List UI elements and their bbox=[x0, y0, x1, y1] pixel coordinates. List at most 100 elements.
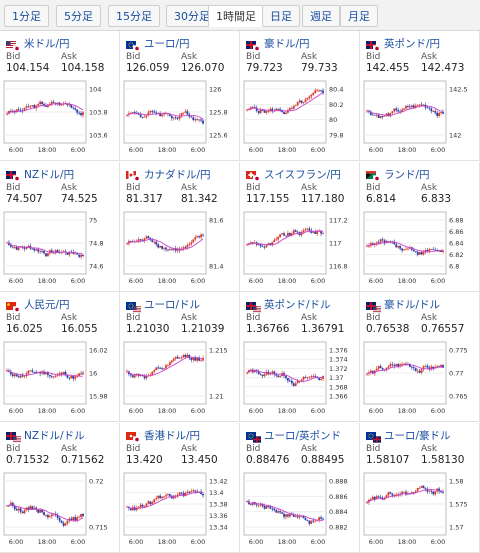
candle-body bbox=[271, 241, 274, 245]
chart-container[interactable]: 0.888 0.886 0.884 0.882 6:00 18:00 6:00 bbox=[240, 469, 360, 551]
chart-container[interactable]: 104 103.8 103.6 6:00 18:00 6:00 bbox=[0, 77, 120, 159]
currency-pair-link[interactable]: ユーロ/英ポンド bbox=[246, 428, 341, 443]
x-tick-label: 6:00 bbox=[9, 538, 24, 546]
currency-pair-link[interactable]: 豪ドル/円 bbox=[246, 36, 310, 52]
candle-body bbox=[393, 241, 396, 244]
tab-timeframe-3[interactable]: 30分足 bbox=[166, 5, 218, 27]
candle-body bbox=[300, 379, 303, 382]
candle-body bbox=[277, 236, 280, 239]
chart-container[interactable]: 1.376 1.374 1.372 1.37 1.368 1.366 6:00 18:00 6:… bbox=[240, 338, 360, 420]
candle-body bbox=[66, 252, 69, 255]
tab-timeframe-2[interactable]: 15分足 bbox=[108, 5, 160, 27]
candle-body bbox=[133, 112, 136, 114]
x-tick-label: 18:00 bbox=[158, 538, 177, 546]
candle-body bbox=[267, 242, 270, 245]
chart-container[interactable]: 75 74.8 74.6 6:00 18:00 6:00 bbox=[0, 208, 120, 290]
ask-label: Ask bbox=[181, 182, 198, 193]
eu-flag-icon bbox=[246, 431, 256, 440]
candle-body bbox=[381, 368, 384, 370]
candle-body bbox=[70, 518, 73, 520]
candle-body bbox=[39, 250, 42, 252]
tab-timeframe-7[interactable]: 月足 bbox=[340, 5, 378, 27]
candle-body bbox=[131, 375, 134, 378]
currency-pair-link[interactable]: 豪ドル/ドル bbox=[366, 297, 440, 313]
chart-container[interactable]: 117.2 117 116.8 6:00 18:00 6:00 bbox=[240, 208, 360, 290]
chart-container[interactable]: 16.02 16 15.98 6:00 18:00 6:00 bbox=[0, 338, 120, 420]
ask-price: 16.055 bbox=[61, 323, 98, 335]
chart-container[interactable]: 13.42 13.4 13.38 13.36 13.34 6:00 18:00 6:00 bbox=[120, 469, 240, 551]
moving-average-line bbox=[6, 103, 84, 115]
currency-pair-link[interactable]: スイスフラン/円 bbox=[246, 167, 341, 182]
candle-body bbox=[389, 491, 392, 494]
candle-body bbox=[19, 508, 22, 512]
candle-body bbox=[426, 488, 429, 492]
tab-timeframe-0[interactable]: 1分足 bbox=[4, 5, 49, 27]
candle-body bbox=[202, 358, 204, 361]
candle-body bbox=[159, 113, 162, 117]
currency-pair-link[interactable]: ユーロ/豪ドル bbox=[366, 428, 451, 443]
bid-label: Bid bbox=[6, 52, 21, 62]
chart-container[interactable]: 0.775 0.77 0.765 6:00 18:00 6:00 bbox=[360, 338, 480, 420]
candle-body bbox=[141, 504, 144, 506]
candle-body bbox=[308, 520, 311, 524]
y-tick-label: 1.374 bbox=[329, 356, 348, 364]
candle-body bbox=[80, 373, 82, 375]
chart-container[interactable]: 0.72 0.715 6:00 18:00 6:00 bbox=[0, 469, 120, 551]
candle-body bbox=[155, 241, 158, 244]
jp-flag-icon bbox=[13, 173, 21, 182]
candle-body bbox=[80, 254, 82, 257]
chart-container[interactable]: 142.5 142 6:00 18:00 6:00 bbox=[360, 77, 480, 159]
y-tick-label: 103.6 bbox=[89, 132, 108, 140]
candle-body bbox=[290, 513, 293, 515]
candle-body bbox=[74, 252, 77, 254]
currency-pair-link[interactable]: 英ポンド/円 bbox=[366, 36, 440, 52]
currency-pair-link[interactable]: ユーロ/円 bbox=[126, 36, 190, 52]
currency-pair-link[interactable]: NZドル/ドル bbox=[6, 428, 85, 443]
eu-flag-icon bbox=[126, 40, 136, 49]
candle-body bbox=[438, 112, 441, 116]
tab-timeframe-5[interactable]: 日足 bbox=[262, 5, 300, 27]
chart-container[interactable]: 1.58 1.575 1.57 6:00 18:00 6:00 bbox=[360, 469, 480, 551]
candle-body bbox=[249, 241, 252, 243]
candle-body bbox=[31, 505, 34, 509]
currency-pair-link[interactable]: 香港ドル/円 bbox=[126, 428, 200, 443]
candle-body bbox=[202, 493, 204, 495]
y-tick-label: 1.37 bbox=[329, 374, 343, 382]
x-tick-label: 6:00 bbox=[9, 277, 24, 285]
currency-pair-link[interactable]: カナダドル/円 bbox=[126, 167, 211, 182]
currency-pair-link[interactable]: NZドル/円 bbox=[6, 167, 74, 182]
candle-body bbox=[318, 516, 321, 520]
chart-container[interactable]: 81.6 81.4 6:00 18:00 6:00 bbox=[120, 208, 240, 290]
tab-timeframe-1[interactable]: 5分足 bbox=[56, 5, 101, 27]
candle-body bbox=[428, 107, 431, 109]
candle-body bbox=[155, 112, 158, 114]
candle-body bbox=[149, 110, 152, 113]
candle-body bbox=[180, 491, 183, 493]
bid-label: Bid bbox=[6, 313, 21, 323]
y-tick-label: 13.34 bbox=[209, 523, 228, 531]
chart-container[interactable]: 126 125.8 125.6 6:00 18:00 6:00 bbox=[120, 77, 240, 159]
candle-body bbox=[15, 508, 18, 510]
candle-body bbox=[430, 248, 433, 250]
y-tick-label: 0.77 bbox=[449, 370, 463, 378]
tab-timeframe-4[interactable]: 1時間足 bbox=[208, 5, 264, 27]
chart-container[interactable]: 1.215 1.21 6:00 18:00 6:00 bbox=[120, 338, 240, 420]
chart-container[interactable]: 80.4 80.2 80 79.8 6:00 18:00 6:00 bbox=[240, 77, 360, 159]
candle-body bbox=[21, 375, 24, 377]
y-tick-label: 81.4 bbox=[209, 262, 223, 270]
x-tick-label: 6:00 bbox=[249, 277, 264, 285]
candle-body bbox=[17, 376, 20, 378]
currency-pair-link[interactable]: ランド/円 bbox=[366, 167, 430, 182]
candle-body bbox=[15, 109, 18, 113]
chart-container[interactable]: 6.88 6.86 6.84 6.82 6.8 6:00 18:00 6:00 bbox=[360, 208, 480, 290]
candle-body bbox=[275, 509, 278, 513]
bid-label: Bid bbox=[246, 313, 261, 323]
currency-pair-link[interactable]: ユーロ/ドル bbox=[126, 297, 200, 313]
x-tick-label: 6:00 bbox=[369, 277, 384, 285]
tab-timeframe-6[interactable]: 週足 bbox=[302, 5, 340, 27]
candle-body bbox=[275, 238, 278, 240]
currency-pair-link[interactable]: 米ドル/円 bbox=[6, 36, 70, 52]
currency-pair-link[interactable]: 人民元/円 bbox=[6, 297, 70, 313]
currency-pair-link[interactable]: 英ポンド/ドル bbox=[246, 297, 331, 313]
